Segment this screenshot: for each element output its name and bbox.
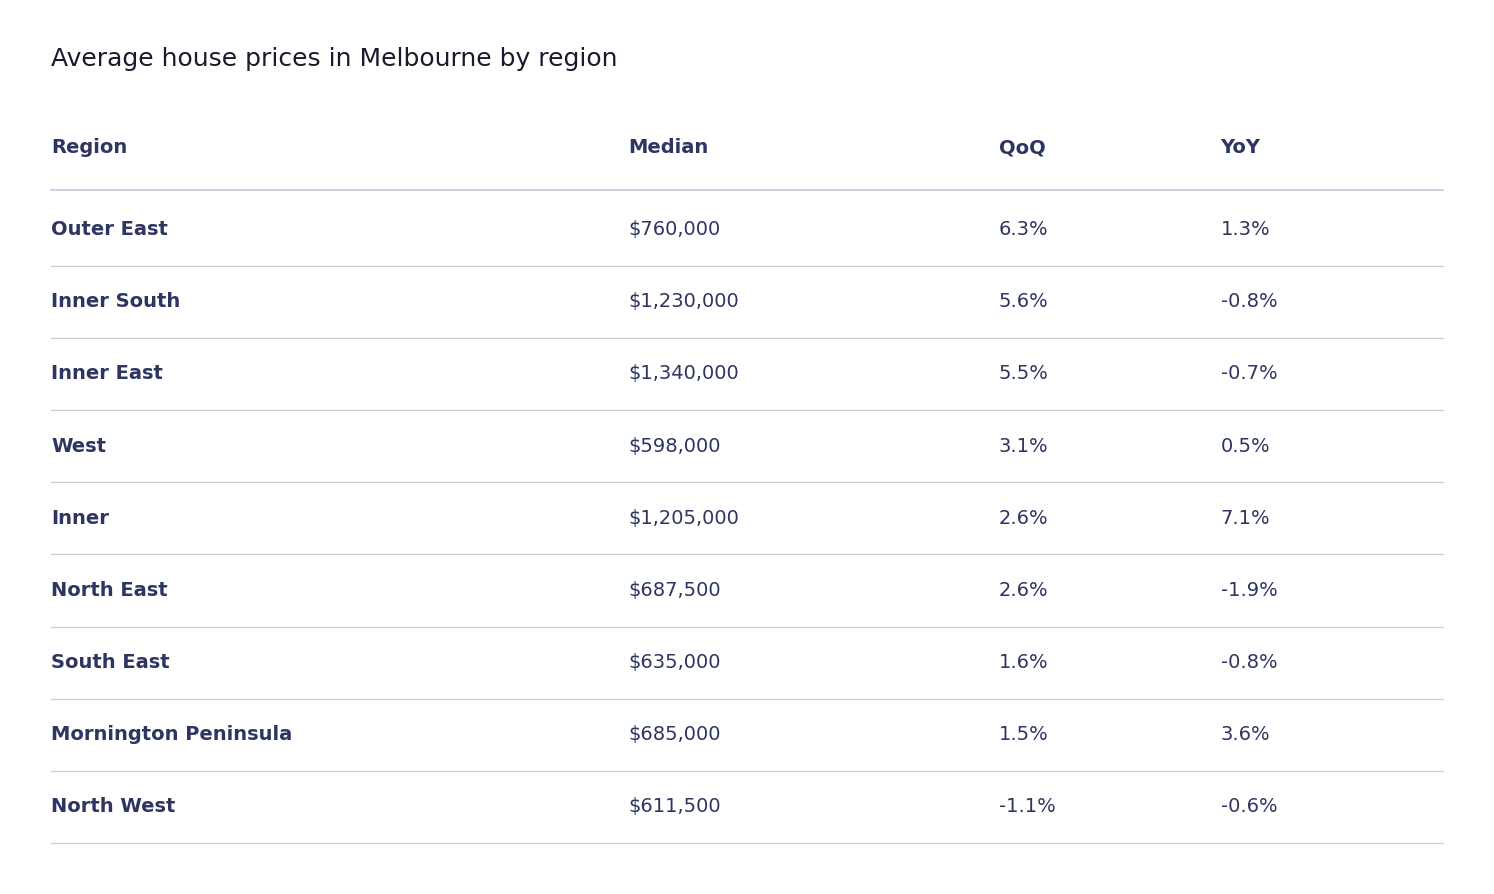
Text: Inner South: Inner South (51, 292, 181, 311)
Text: Inner: Inner (51, 509, 109, 527)
Text: 6.3%: 6.3% (998, 220, 1049, 239)
Text: $635,000: $635,000 (629, 654, 722, 672)
Text: $760,000: $760,000 (629, 220, 720, 239)
Text: Average house prices in Melbourne by region: Average house prices in Melbourne by reg… (51, 46, 619, 71)
Text: West: West (51, 436, 106, 456)
Text: 1.3%: 1.3% (1221, 220, 1270, 239)
Text: Median: Median (629, 139, 708, 157)
Text: -0.8%: -0.8% (1221, 292, 1277, 311)
Text: Outer East: Outer East (51, 220, 169, 239)
Text: $598,000: $598,000 (629, 436, 722, 456)
Text: QoQ: QoQ (998, 139, 1046, 157)
Text: North West: North West (51, 797, 176, 816)
Text: 3.6%: 3.6% (1221, 725, 1270, 745)
Text: -1.9%: -1.9% (1221, 581, 1277, 600)
Text: -1.1%: -1.1% (998, 797, 1055, 816)
Text: -0.7%: -0.7% (1221, 365, 1277, 384)
Text: -0.8%: -0.8% (1221, 654, 1277, 672)
Text: Inner East: Inner East (51, 365, 163, 384)
Text: 1.6%: 1.6% (998, 654, 1049, 672)
Text: South East: South East (51, 654, 170, 672)
Text: $611,500: $611,500 (629, 797, 722, 816)
Text: $1,340,000: $1,340,000 (629, 365, 740, 384)
Text: 2.6%: 2.6% (998, 581, 1049, 600)
Text: 7.1%: 7.1% (1221, 509, 1270, 527)
Text: 0.5%: 0.5% (1221, 436, 1270, 456)
Text: 2.6%: 2.6% (998, 509, 1049, 527)
Text: 5.6%: 5.6% (998, 292, 1049, 311)
Text: North East: North East (51, 581, 167, 600)
Text: 5.5%: 5.5% (998, 365, 1049, 384)
Text: Region: Region (51, 139, 127, 157)
Text: 3.1%: 3.1% (998, 436, 1049, 456)
Text: Mornington Peninsula: Mornington Peninsula (51, 725, 293, 745)
Text: $685,000: $685,000 (629, 725, 722, 745)
Text: $1,230,000: $1,230,000 (629, 292, 740, 311)
Text: $1,205,000: $1,205,000 (629, 509, 740, 527)
Text: $687,500: $687,500 (629, 581, 722, 600)
Text: -0.6%: -0.6% (1221, 797, 1277, 816)
Text: 1.5%: 1.5% (998, 725, 1049, 745)
Text: YoY: YoY (1221, 139, 1261, 157)
